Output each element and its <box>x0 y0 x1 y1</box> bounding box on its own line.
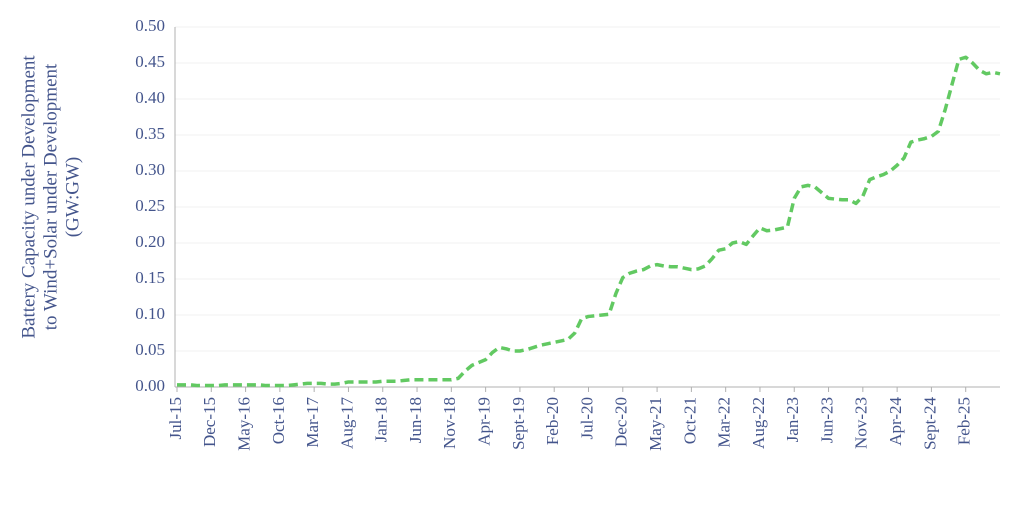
x-tick-label: Dec-20 <box>612 397 631 447</box>
x-tick-label: Jan-23 <box>783 397 802 442</box>
x-tick-label: Jul-15 <box>166 397 185 440</box>
x-tick-label: Aug-17 <box>337 397 356 449</box>
data-line <box>177 55 1001 388</box>
y-tick-label: 0.45 <box>135 52 165 71</box>
x-tick-label: Oct-21 <box>680 397 699 444</box>
y-tick-label: 0.25 <box>135 196 165 215</box>
x-tick-label: Jan-18 <box>372 397 391 442</box>
y-tick-label: 0.35 <box>135 124 165 143</box>
x-tick-label: Apr-24 <box>886 397 905 446</box>
x-tick-label: Jun-23 <box>817 397 836 443</box>
x-tick-label: Sept-24 <box>920 397 939 450</box>
x-tick-label: Oct-16 <box>269 397 288 444</box>
y-tick-label: 0.05 <box>135 340 165 359</box>
y-tick-label: 0.15 <box>135 268 165 287</box>
y-axis-label: Battery Capacity under Development <box>18 55 39 339</box>
x-tick-label: Nov-18 <box>440 397 459 449</box>
y-axis-label: (GW:GW) <box>62 157 83 238</box>
y-tick-label: 0.10 <box>135 304 165 323</box>
x-tick-label: Feb-20 <box>543 397 562 445</box>
x-tick-label: Feb-25 <box>955 397 974 445</box>
y-axis-label: to Wind+Solar under Development <box>40 63 61 330</box>
x-tick-label: Jun-18 <box>406 397 425 443</box>
y-tick-label: 0.00 <box>135 376 165 395</box>
y-tick-label: 0.40 <box>135 88 165 107</box>
x-tick-label: May-21 <box>646 397 665 451</box>
y-tick-label: 0.20 <box>135 232 165 251</box>
x-tick-label: Sept-19 <box>509 397 528 450</box>
x-tick-label: Jul-20 <box>577 397 596 440</box>
x-tick-label: Mar-17 <box>303 397 322 448</box>
y-tick-label: 0.50 <box>135 16 165 35</box>
x-tick-label: May-16 <box>234 397 253 451</box>
x-tick-label: Apr-19 <box>475 397 494 446</box>
x-tick-label: Dec-15 <box>200 397 219 447</box>
x-tick-label: Aug-22 <box>749 397 768 449</box>
y-tick-label: 0.30 <box>135 160 165 179</box>
x-tick-label: Nov-23 <box>852 397 871 449</box>
x-tick-label: Mar-22 <box>715 397 734 448</box>
